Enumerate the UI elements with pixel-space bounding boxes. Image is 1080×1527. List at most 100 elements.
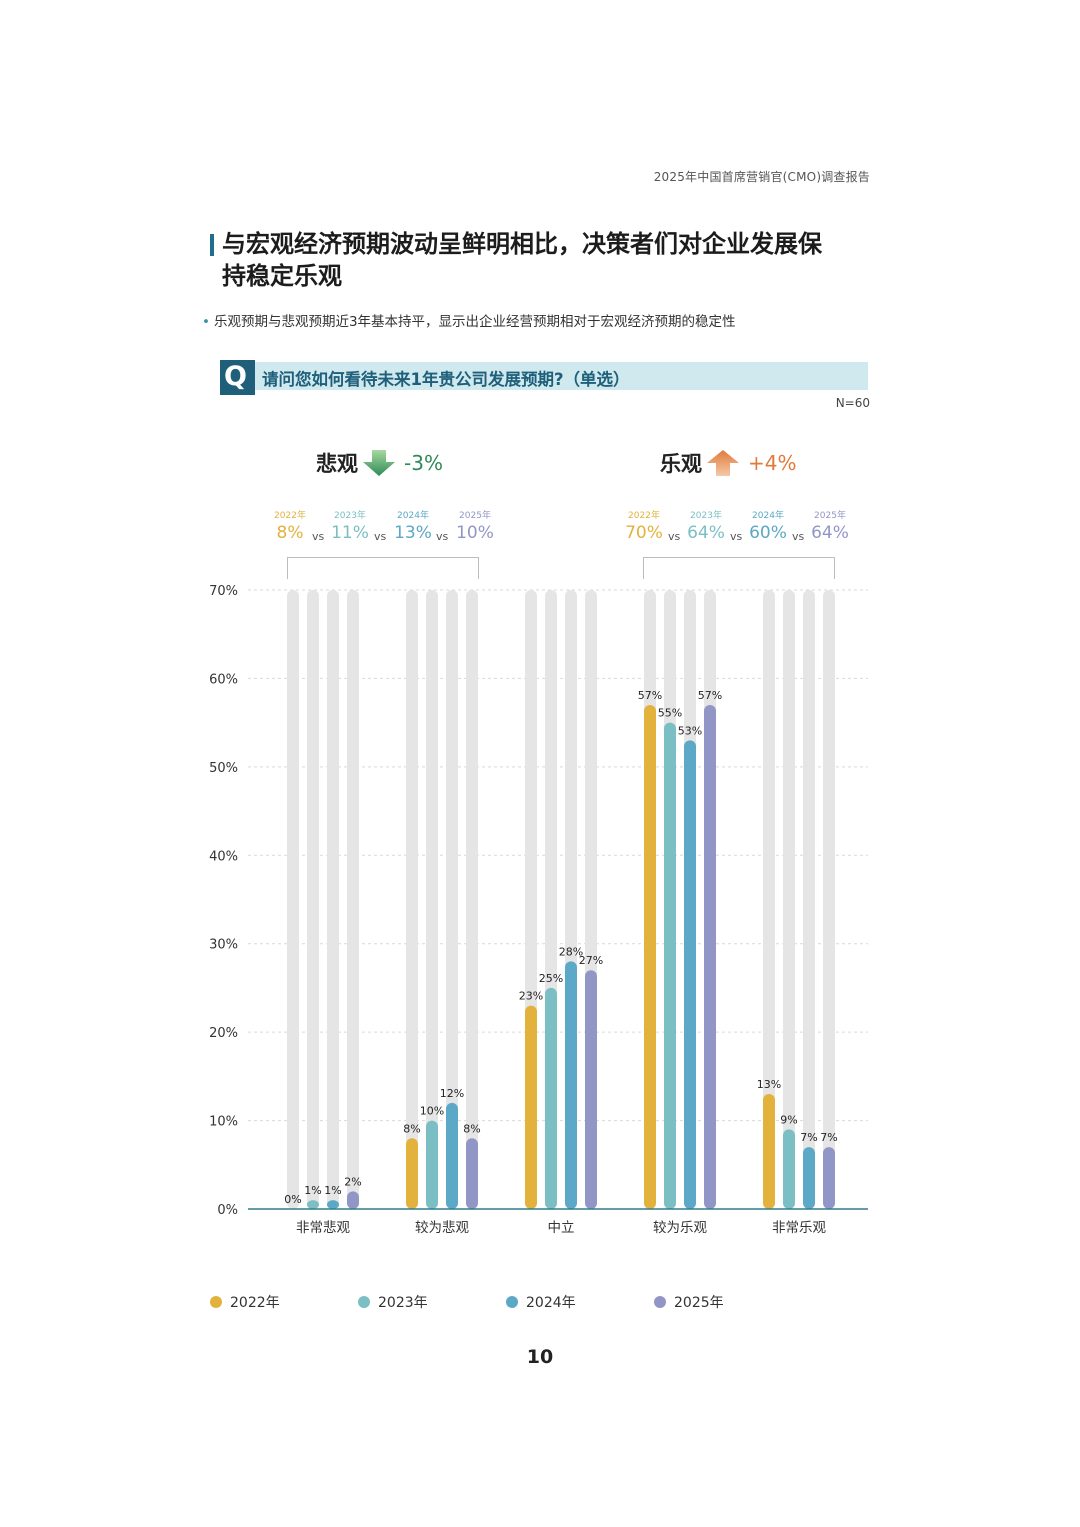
sample-size: N=60 bbox=[835, 396, 870, 410]
data-label: 1% bbox=[324, 1184, 341, 1197]
pess-compare-2022: 2022年 8% bbox=[270, 510, 310, 544]
pess-compare-2024: 2024年 13% bbox=[392, 510, 434, 544]
bar bbox=[823, 1147, 835, 1209]
x-tick-label: 较为悲观 bbox=[415, 1219, 469, 1236]
section-title: 与宏观经济预期波动呈鲜明相比，决策者们对企业发展保 持稳定乐观 bbox=[210, 228, 875, 292]
legend-swatch bbox=[210, 1296, 222, 1308]
data-label: 12% bbox=[440, 1087, 464, 1100]
compare-value: 70% bbox=[625, 523, 663, 543]
bar-track bbox=[287, 590, 299, 1209]
bar bbox=[426, 1120, 438, 1209]
subtitle-text: 乐观预期与悲观预期近3年基本持平，显示出企业经营预期相对于宏观经济预期的稳定性 bbox=[213, 314, 736, 330]
legend-swatch bbox=[358, 1296, 370, 1308]
pessimistic-change: -3% bbox=[404, 451, 443, 475]
y-tick-label: 50% bbox=[209, 761, 238, 776]
pessimistic-label: 悲观 bbox=[316, 452, 358, 476]
legend-swatch bbox=[506, 1296, 518, 1308]
data-label: 7% bbox=[820, 1131, 837, 1144]
bar bbox=[704, 704, 716, 1209]
question-banner bbox=[220, 362, 868, 390]
bar bbox=[525, 1005, 537, 1209]
data-label: 57% bbox=[698, 689, 722, 702]
legend-item-2025: 2025年 bbox=[654, 1292, 724, 1312]
compare-year: 2025年 bbox=[814, 511, 846, 521]
data-label: 57% bbox=[638, 689, 662, 702]
bar-chart: 0%10%20%30%40%50%60%70%0%1% 1%2%非常悲观8%10%… bbox=[209, 584, 868, 1236]
pessimistic-summary: 悲观 -3% bbox=[316, 446, 443, 480]
bar-track bbox=[406, 590, 418, 1209]
data-label: 7% bbox=[800, 1131, 817, 1144]
bar-track bbox=[823, 590, 835, 1209]
data-label: 55% bbox=[658, 707, 682, 720]
bar bbox=[347, 1191, 359, 1209]
optimistic-label: 乐观 bbox=[660, 452, 702, 476]
y-tick-label: 40% bbox=[209, 849, 238, 864]
title-accent-bar bbox=[210, 234, 214, 256]
compare-value: 10% bbox=[456, 523, 494, 543]
compare-year: 2022年 bbox=[274, 511, 306, 521]
bullet-icon: • bbox=[202, 314, 210, 330]
running-header: 2025年中国首席营销官(CMO)调查报告 bbox=[653, 170, 870, 184]
compare-year: 2024年 bbox=[397, 511, 429, 521]
bar-track bbox=[426, 590, 438, 1209]
title-line-2: 持稳定乐观 bbox=[222, 262, 342, 290]
bar bbox=[466, 1138, 478, 1209]
vs-label: vs bbox=[792, 530, 805, 543]
title-line-1: 与宏观经济预期波动呈鲜明相比，决策者们对企业发展保 bbox=[222, 230, 822, 258]
legend-label: 2022年 bbox=[230, 1295, 280, 1311]
pess-compare-2023: 2023年 11% bbox=[330, 510, 370, 544]
y-tick-label: 70% bbox=[209, 584, 238, 599]
page-number: 10 bbox=[526, 1346, 554, 1368]
vs-label: vs bbox=[374, 530, 387, 543]
compare-year: 2025年 bbox=[459, 511, 491, 521]
optimistic-comparison: 2022年 70% vs 2023年 64% vs 2024年 60% vs 2… bbox=[622, 510, 858, 550]
data-label: 28% bbox=[559, 945, 583, 958]
data-label: 9% bbox=[780, 1113, 797, 1126]
bar-track bbox=[327, 590, 339, 1209]
vs-label: vs bbox=[730, 530, 743, 543]
data-label: 1% bbox=[304, 1184, 321, 1197]
bar bbox=[565, 961, 577, 1209]
data-label: 23% bbox=[519, 990, 543, 1003]
chart-legend: 2022年 2023年 2024年 2025年 bbox=[210, 1292, 770, 1314]
bar-track bbox=[446, 590, 458, 1209]
data-label: 8% bbox=[463, 1122, 480, 1135]
bar-track bbox=[347, 590, 359, 1209]
data-label: 0% bbox=[284, 1193, 301, 1206]
bar bbox=[307, 1200, 319, 1209]
y-tick-label: 10% bbox=[209, 1115, 238, 1130]
compare-year: 2024年 bbox=[752, 511, 784, 521]
bar bbox=[783, 1129, 795, 1209]
data-label: 27% bbox=[579, 954, 603, 967]
opt-compare-2024: 2024年 60% bbox=[746, 510, 790, 544]
bar bbox=[803, 1147, 815, 1209]
x-tick-label: 较为乐观 bbox=[653, 1220, 707, 1236]
legend-item-2024: 2024年 bbox=[506, 1292, 576, 1312]
data-label: 53% bbox=[678, 724, 702, 737]
compare-value: 60% bbox=[749, 523, 787, 543]
bar-track bbox=[803, 590, 815, 1209]
bar-track bbox=[763, 590, 775, 1209]
optimistic-change: +4% bbox=[748, 451, 797, 475]
legend-label: 2023年 bbox=[378, 1295, 428, 1311]
data-label: 10% bbox=[420, 1105, 444, 1118]
vs-label: vs bbox=[436, 530, 449, 543]
bar bbox=[664, 722, 676, 1209]
bar-track bbox=[307, 590, 319, 1209]
compare-year: 2023年 bbox=[690, 511, 722, 521]
up-arrow-icon bbox=[707, 450, 739, 476]
legend-label: 2024年 bbox=[526, 1295, 576, 1311]
bar-track bbox=[783, 590, 795, 1209]
x-tick-label: 中立 bbox=[548, 1220, 575, 1236]
bar-track bbox=[466, 590, 478, 1209]
vs-label: vs bbox=[668, 530, 681, 543]
legend-swatch bbox=[654, 1296, 666, 1308]
legend-item-2022: 2022年 bbox=[210, 1292, 280, 1312]
bar bbox=[644, 704, 656, 1209]
pessimistic-bracket bbox=[287, 557, 479, 579]
y-tick-label: 0% bbox=[217, 1203, 238, 1218]
legend-item-2023: 2023年 bbox=[358, 1292, 428, 1312]
pessimistic-comparison: 2022年 8% vs 2023年 11% vs 2024年 13% vs 20… bbox=[270, 510, 500, 550]
bar bbox=[327, 1200, 339, 1209]
y-tick-label: 30% bbox=[209, 938, 238, 953]
